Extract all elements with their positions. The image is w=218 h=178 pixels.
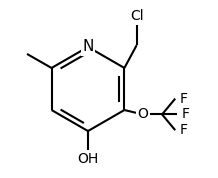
- Text: O: O: [137, 107, 148, 121]
- Text: Cl: Cl: [130, 9, 143, 23]
- Text: F: F: [182, 107, 190, 121]
- Text: F: F: [180, 92, 187, 106]
- Text: F: F: [180, 123, 187, 137]
- Text: OH: OH: [77, 152, 99, 166]
- Text: N: N: [82, 40, 94, 54]
